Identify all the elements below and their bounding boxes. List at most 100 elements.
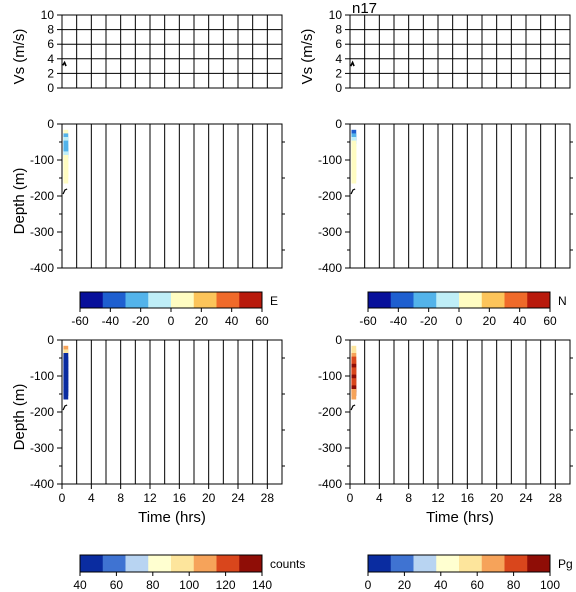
colorbar-tick-label: 140 <box>252 578 272 592</box>
plot-frame <box>61 123 283 269</box>
colorbar-tick-label: -20 <box>420 314 438 328</box>
y-axis-label: Vs (m/s) <box>11 29 28 85</box>
colorbar-swatch <box>80 292 104 308</box>
y-tick-label: 0 <box>47 81 54 95</box>
y-tick-label: -400 <box>318 261 342 275</box>
x-tick-label: 16 <box>461 491 475 505</box>
colorbar-swatch <box>481 292 505 308</box>
colorbar-tick-label: 0 <box>456 314 463 328</box>
colorbar-swatch <box>436 555 460 572</box>
heatmap-cell <box>351 173 357 184</box>
x-tick-label: 20 <box>202 491 216 505</box>
colorbar-swatch <box>102 292 126 308</box>
y-tick-label: 0 <box>47 117 54 131</box>
colorbar-swatch <box>216 555 240 572</box>
colorbar-tick-label: 40 <box>73 578 87 592</box>
colorbar-tick-label: -60 <box>71 314 89 328</box>
colorbar-label: counts <box>270 557 305 571</box>
colorbar-swatch <box>504 292 528 308</box>
x-tick-label: 0 <box>59 491 66 505</box>
colorbar-swatch <box>171 292 195 308</box>
series-line <box>350 60 355 67</box>
plot-frame <box>61 339 283 485</box>
panel-pg-depth: 0 -100 -200 -300 -400 0 4 8 12 16 20 24 28 Time (hrs)… <box>318 333 573 592</box>
colorbar-swatch <box>368 292 392 308</box>
y-tick-label: -300 <box>318 441 342 455</box>
colorbar-tick-label: 40 <box>225 314 239 328</box>
y-tick-label: -300 <box>30 441 54 455</box>
y-tick-label: 2 <box>47 66 54 80</box>
colorbar-tick-label: 120 <box>216 578 236 592</box>
heatmap-cell <box>63 173 69 184</box>
y-tick-label: 0 <box>335 333 342 347</box>
x-tick-label: 8 <box>117 491 124 505</box>
colorbar-tick-label: 20 <box>483 314 497 328</box>
colorbar-swatch <box>459 555 483 572</box>
colorbar-swatch <box>193 555 217 572</box>
y-tick-label: -200 <box>30 189 54 203</box>
y-tick-label: -100 <box>318 153 342 167</box>
profile-trace <box>350 188 356 195</box>
colorbar-frame <box>367 554 551 573</box>
profile-trace <box>62 404 68 411</box>
series-line <box>62 60 67 67</box>
colorbar-tick-label: -40 <box>390 314 408 328</box>
heatmap-cell <box>63 389 69 400</box>
y-tick-label: 6 <box>335 37 342 51</box>
colorbar-tick-label: 0 <box>365 578 372 592</box>
colorbar-tick-label: 60 <box>471 578 485 592</box>
y-tick-label: 10 <box>329 8 343 22</box>
chart-title: n17 <box>352 0 377 17</box>
colorbar-swatch <box>125 555 149 572</box>
colorbar-label: Pg <box>558 557 573 571</box>
colorbar-tick-label: -20 <box>132 314 150 328</box>
colorbar-swatch <box>459 292 483 308</box>
colorbar-tick-label: 80 <box>507 578 521 592</box>
colorbar-frame <box>79 554 263 573</box>
colorbar-swatch <box>413 555 437 572</box>
y-tick-label: 0 <box>335 81 342 95</box>
x-axis-label: Time (hrs) <box>426 509 494 526</box>
y-tick-label: -300 <box>30 225 54 239</box>
x-tick-label: 28 <box>261 491 275 505</box>
colorbar-tick-label: 80 <box>146 578 160 592</box>
y-tick-label: 4 <box>47 52 54 66</box>
x-tick-label: 24 <box>519 491 533 505</box>
colorbar-tick-label: 100 <box>540 578 560 592</box>
x-tick-label: 12 <box>431 491 445 505</box>
colorbar-tick-label: 0 <box>168 314 175 328</box>
x-tick-label: 20 <box>490 491 504 505</box>
y-tick-label: -100 <box>30 369 54 383</box>
y-tick-label: -100 <box>318 369 342 383</box>
plot-frame <box>349 123 571 269</box>
colorbar-swatch <box>527 555 551 572</box>
y-tick-label: -100 <box>30 153 54 167</box>
colorbar-swatch <box>239 555 263 572</box>
colorbar-swatch <box>413 292 437 308</box>
y-tick-label: -400 <box>30 477 54 491</box>
colorbar-tick-label: 60 <box>110 578 124 592</box>
y-axis-label: Depth (m) <box>11 168 28 235</box>
colorbar-swatch <box>481 555 505 572</box>
y-tick-label: -400 <box>30 261 54 275</box>
x-tick-label: 8 <box>405 491 412 505</box>
colorbar-swatch <box>504 555 528 572</box>
colorbar-swatch <box>148 555 172 572</box>
colorbar-swatch <box>436 292 460 308</box>
panel-n-depth: 0-100-200-300-400-60 -40 -20 0 20 40 60N <box>318 117 573 328</box>
y-tick-label: 0 <box>47 333 54 347</box>
colorbar-swatch <box>390 292 414 308</box>
x-tick-label: 24 <box>231 491 245 505</box>
colorbar-swatch <box>527 292 551 308</box>
colorbar-swatch <box>368 555 392 572</box>
colorbar-tick-label: 60 <box>543 314 557 328</box>
colorbar-tick-label: 60 <box>255 314 269 328</box>
profile-trace <box>350 404 356 411</box>
colorbar-tick-label: 40 <box>513 314 527 328</box>
y-tick-label: -400 <box>318 477 342 491</box>
colorbar-swatch <box>216 292 240 308</box>
plot-frame <box>349 14 571 89</box>
y-tick-label: -200 <box>318 189 342 203</box>
